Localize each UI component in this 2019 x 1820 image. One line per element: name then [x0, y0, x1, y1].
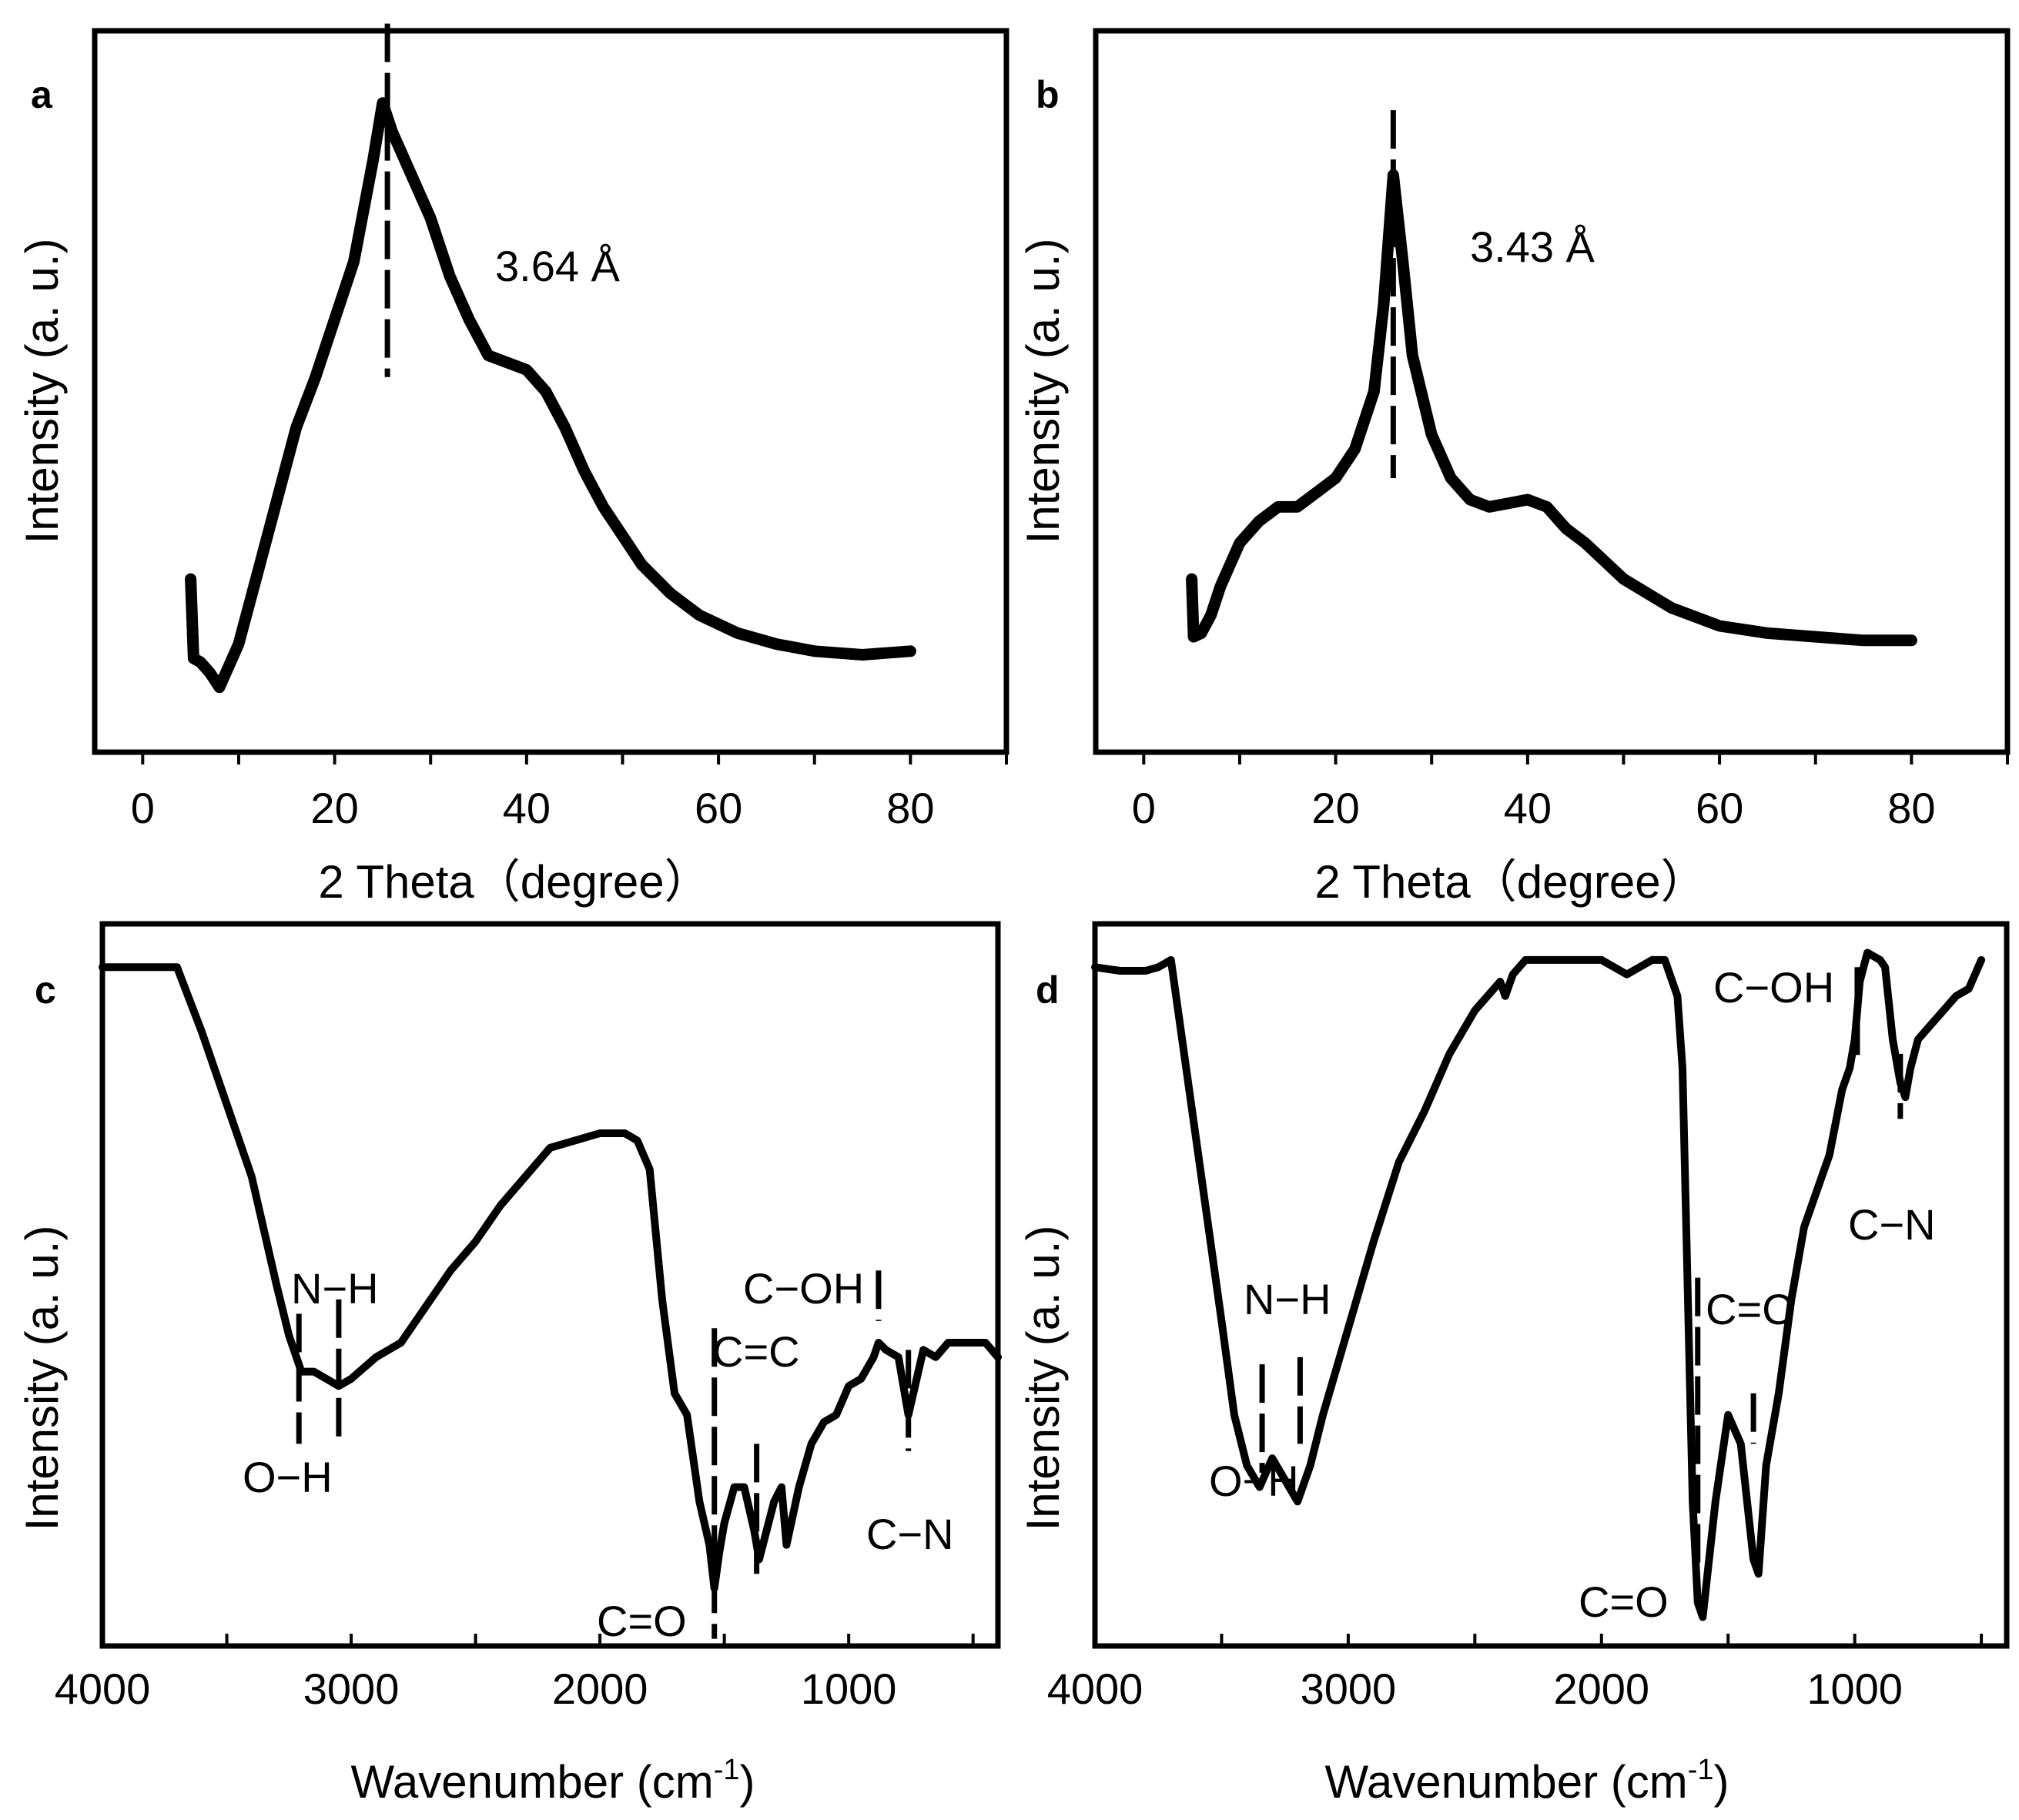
d-spacing-annotation: 3.43 Å [1470, 222, 1595, 271]
x-tick-label: 80 [1887, 784, 1935, 832]
peak-markers [1259, 967, 1903, 1567]
x-axis-label: Wavenumber (cm-1) [351, 1754, 755, 1808]
x-tick-label: 3000 [1301, 1664, 1397, 1713]
xrd-curve [1186, 169, 1917, 647]
panel-label: a [31, 73, 53, 116]
plot-frame [99, 921, 1001, 1649]
y-axis-label: Intensity (a. u.) [16, 239, 68, 544]
x-tick-label: 4000 [55, 1664, 151, 1713]
x-ticks: 4000 3000 2000 1000 [55, 1634, 975, 1713]
plot-frame [1093, 28, 2011, 755]
x-tick-label: 20 [310, 784, 358, 832]
panel-a: a Intensity (a. u.) 2 Theta（degree） 3.64… [16, 23, 1010, 908]
y-axis-label: Intensity (a. u.) [1017, 239, 1069, 544]
panel-label: b [1036, 73, 1060, 116]
y-axis-label: Intensity (a. u.) [16, 1226, 68, 1531]
x-tick-label: 0 [1132, 784, 1156, 832]
panel-d: d Intensity (a. u.) Wavenumber (cm-1) N−… [1017, 921, 2010, 1808]
cc-annotation: C=C [1706, 1285, 1793, 1333]
ftir-curve [1091, 948, 1986, 1621]
x-tick-label: 20 [1311, 784, 1359, 832]
y-axis-label: Intensity (a. u.) [1017, 1226, 1069, 1531]
cn-annotation: C−N [1848, 1200, 1936, 1249]
co-annotation: C=O [1579, 1577, 1669, 1626]
cn-annotation: C−N [866, 1510, 954, 1558]
x-ticks: 4000 3000 2000 1000 [1047, 1634, 1984, 1713]
x-axis-label-main: Wavenumber (cm [1325, 1756, 1688, 1808]
x-ticks: 0 20 40 60 80 [1132, 752, 2009, 832]
panel-label: d [1036, 969, 1060, 1012]
x-tick-label: 1000 [1806, 1664, 1903, 1713]
plot-frame [1092, 921, 2010, 1649]
x-tick-label: 60 [695, 784, 742, 832]
x-tick-label: 2000 [552, 1664, 648, 1713]
panel-b: b Intensity (a. u.) 2 Theta（degree） 3.43… [1017, 28, 2011, 908]
co-annotation: C=O [597, 1597, 687, 1645]
peak-markers [296, 1270, 912, 1639]
x-axis-label-end: ) [740, 1756, 755, 1808]
x-axis-label-sup: -1 [714, 1754, 740, 1786]
cc-annotation: C=C [712, 1327, 800, 1376]
x-tick-label: 40 [1504, 784, 1552, 832]
x-axis-label: Wavenumber (cm-1) [1325, 1754, 1729, 1808]
oh-annotation: O−H [243, 1453, 333, 1501]
x-tick-label: 80 [886, 784, 934, 832]
x-ticks: 0 20 40 60 80 [131, 752, 1008, 832]
coh-annotation: C−OH [1713, 963, 1834, 1012]
x-axis-label: 2 Theta（degree） [318, 856, 710, 908]
x-tick-label: 4000 [1047, 1664, 1143, 1713]
nh-annotation: N−H [291, 1264, 379, 1313]
ftir-curve [99, 963, 1002, 1592]
x-axis-label-main: Wavenumber (cm [351, 1756, 714, 1808]
panel-c: c Intensity (a. u.) Wavenumber (cm-1) N−… [16, 921, 1002, 1808]
x-axis-label: 2 Theta（degree） [1314, 856, 1706, 908]
nh-annotation: N−H [1244, 1275, 1331, 1323]
x-axis-label-end: ) [1714, 1756, 1729, 1808]
x-axis-label-sup: -1 [1688, 1754, 1714, 1786]
x-tick-label: 40 [503, 784, 551, 832]
x-tick-label: 2000 [1553, 1664, 1649, 1713]
coh-annotation: C−OH [743, 1264, 864, 1313]
plot-frame [92, 28, 1010, 755]
x-tick-label: 3000 [303, 1664, 400, 1713]
x-tick-label: 0 [131, 784, 155, 832]
x-tick-label: 60 [1696, 784, 1743, 832]
d-spacing-annotation: 3.64 Å [495, 242, 621, 290]
xrd-curve [185, 97, 916, 694]
x-tick-label: 1000 [801, 1664, 897, 1713]
panel-label: c [35, 969, 56, 1012]
